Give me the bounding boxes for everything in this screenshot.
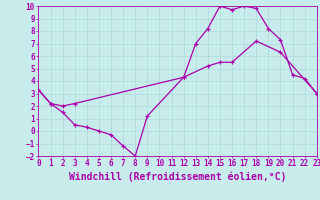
X-axis label: Windchill (Refroidissement éolien,°C): Windchill (Refroidissement éolien,°C) xyxy=(69,171,286,182)
